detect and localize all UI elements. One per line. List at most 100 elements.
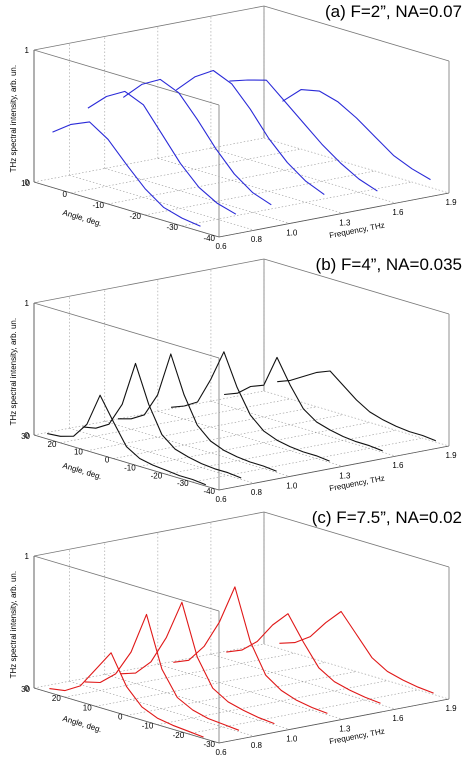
angle-tick-label: -10	[124, 463, 136, 472]
floor-gridline	[113, 414, 344, 459]
floor-gridline	[157, 680, 388, 725]
angle-axis-label: Angle, deg.	[62, 714, 103, 734]
floor-gridline	[210, 400, 397, 457]
box-edge	[33, 555, 220, 612]
chart-svg: 100-10-20-30-400.60.81.01.31.61.901Angle…	[9, 5, 457, 251]
frequency-tick-label: 0.8	[251, 235, 263, 244]
spectrum-line	[282, 89, 431, 181]
box-edge	[33, 511, 265, 557]
panel-title: (b) F=4”, NA=0.035	[315, 255, 462, 274]
angle-tick-label: -30	[166, 223, 178, 232]
box-edge	[263, 258, 450, 315]
intensity-axis-label: THz spectral intensity, arb. un.	[9, 571, 18, 678]
intensity-tick-label: 0	[25, 178, 30, 187]
floor-gridline	[210, 653, 397, 710]
spectrum-line	[175, 69, 325, 196]
angle-axis	[33, 687, 220, 744]
spectrum-line	[122, 78, 272, 206]
frequency-tick-label: 1.9	[445, 198, 457, 207]
box-edge	[263, 511, 450, 568]
angle-axis-label: Angle, deg.	[62, 208, 103, 228]
box-edge	[33, 258, 265, 304]
frequency-axis-label: Frequency, THz	[329, 221, 386, 241]
frequency-tick-label: 1.3	[339, 471, 351, 480]
spectrum-line	[173, 586, 328, 714]
frequency-axis	[218, 698, 450, 744]
box-edge	[33, 302, 220, 359]
spectrum-line	[87, 90, 237, 215]
frequency-tick-label: 0.6	[215, 495, 227, 504]
intensity-tick-label: 1	[25, 46, 30, 55]
frequency-tick-label: 1.9	[445, 451, 457, 460]
angle-tick-label: 0	[63, 190, 68, 199]
spectrum-line	[47, 394, 207, 486]
floor-gridline	[69, 174, 255, 231]
floor-gridline	[139, 422, 370, 467]
frequency-tick-label: 1.3	[339, 218, 351, 227]
angle-tick-label: -40	[203, 234, 215, 243]
angle-tick-label: 10	[21, 179, 30, 188]
spectrum-line	[229, 79, 378, 192]
floor-gridline	[263, 643, 450, 700]
angle-tick-label: 10	[74, 448, 83, 457]
angle-tick-label: -30	[177, 479, 189, 488]
frequency-tick-label: 0.6	[215, 242, 227, 251]
frequency-tick-label: 1.6	[392, 714, 404, 723]
floor-gridline	[181, 181, 413, 227]
floor-gridline	[263, 137, 450, 194]
intensity-tick-label: 1	[25, 552, 30, 561]
floor-gridline	[33, 390, 265, 436]
frequency-axis	[218, 192, 450, 238]
frequency-tick-label: 1.6	[392, 461, 404, 470]
intensity-tick-label: 1	[25, 299, 30, 308]
spectrum-line	[118, 353, 277, 472]
angle-tick-label: -20	[129, 212, 141, 221]
floor-gridline	[263, 390, 450, 447]
frequency-axis	[218, 445, 450, 491]
angle-axis	[33, 181, 220, 238]
floor-gridline	[104, 674, 290, 730]
intensity-axis-label: THz spectral intensity, arb. un.	[9, 65, 18, 172]
angle-tick-label: 10	[83, 703, 92, 712]
angle-tick-label: -10	[92, 201, 104, 210]
spectrum-line	[226, 613, 381, 704]
floor-gridline	[33, 137, 265, 183]
chart-panel-b: (b) F=4”, NA=0.035 30 20 10 0 -10 -20 -30 -40 0.…	[0, 253, 474, 506]
angle-tick-label: 20	[48, 440, 57, 449]
angle-tick-label: -40	[203, 487, 215, 496]
spectrum-line	[171, 351, 330, 462]
floor-gridline	[157, 664, 343, 720]
floor-gridline	[60, 398, 291, 444]
spectrum-line	[84, 613, 240, 731]
floor-gridline	[86, 406, 317, 452]
floor-gridline	[210, 147, 397, 204]
panel-title: (c) F=7.5”, NA=0.02	[311, 508, 462, 527]
floor-gridline	[64, 652, 295, 698]
frequency-tick-label: 1.3	[339, 724, 351, 733]
angle-tick-label: 30	[21, 432, 30, 441]
angle-tick-label: -20	[173, 731, 185, 740]
chart-panel-a: (a) F=2”, NA=0.07 10 0 -10 -20 -30 -40 0.6 0.8 1…	[0, 0, 474, 253]
floor-gridline	[33, 643, 265, 689]
box-edge	[33, 5, 265, 51]
spectrum-line	[224, 356, 383, 452]
frequency-tick-label: 0.8	[251, 741, 263, 750]
chart-panel-c: (c) F=7.5”, NA=0.02 30 20 10 0 -10 -20 -30 0.6 0…	[0, 506, 474, 759]
angle-tick-label: -10	[142, 722, 154, 731]
floor-gridline	[69, 427, 255, 484]
angle-tick-label: -30	[203, 740, 215, 749]
frequency-tick-label: 1.9	[445, 704, 457, 713]
floor-gridline	[144, 170, 376, 216]
floor-gridline	[69, 680, 255, 737]
frequency-tick-label: 0.8	[251, 488, 263, 497]
floor-gridline	[104, 168, 290, 224]
floor-gridline	[188, 689, 419, 735]
floor-gridline	[104, 421, 290, 477]
spectrum-line	[49, 652, 204, 738]
floor-gridline	[192, 437, 423, 483]
floor-gridline	[107, 159, 339, 205]
angle-tick-label: 20	[52, 694, 61, 703]
angle-tick-label: 30	[21, 685, 30, 694]
intensity-tick-label: 0	[25, 431, 30, 440]
frequency-tick-label: 1.0	[286, 481, 298, 490]
